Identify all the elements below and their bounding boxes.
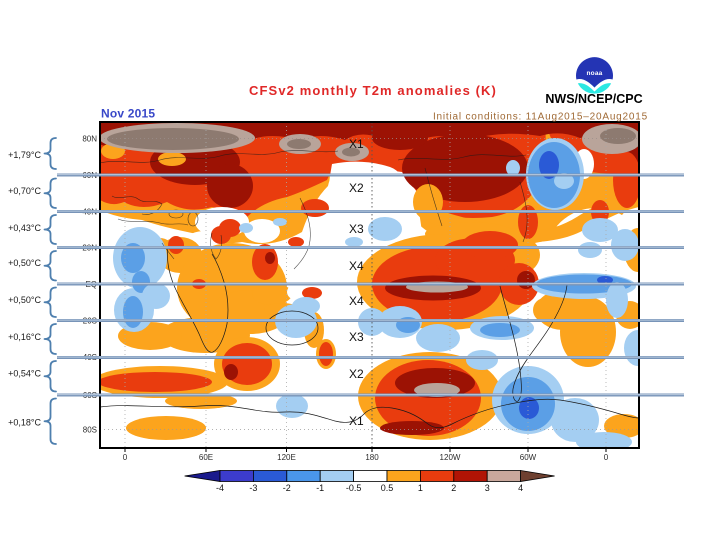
svg-text:+0,70°C: +0,70°C <box>8 186 41 196</box>
svg-text:0.5: 0.5 <box>381 483 394 493</box>
svg-text:-1: -1 <box>316 483 324 493</box>
svg-text:Initial conditions: 11Aug201: Initial conditions: 11Aug2015–20Aug2015 <box>433 112 648 123</box>
svg-text:+1,79°C: +1,79°C <box>8 150 41 160</box>
svg-text:-0.5: -0.5 <box>346 483 362 493</box>
svg-text:-4: -4 <box>216 483 224 493</box>
svg-text:60W: 60W <box>520 453 537 462</box>
svg-text:+0,18°C: +0,18°C <box>8 418 41 428</box>
svg-text:X3: X3 <box>349 330 364 344</box>
svg-text:0: 0 <box>604 453 609 462</box>
svg-text:2: 2 <box>451 483 456 493</box>
svg-text:120E: 120E <box>277 453 296 462</box>
svg-text:0: 0 <box>123 453 128 462</box>
svg-text:NWS/NCEP/CPC: NWS/NCEP/CPC <box>545 92 642 106</box>
svg-text:X2: X2 <box>349 181 364 195</box>
svg-text:X3: X3 <box>349 222 364 236</box>
svg-text:+0,16°C: +0,16°C <box>8 332 41 342</box>
svg-text:180: 180 <box>365 453 379 462</box>
svg-text:80S: 80S <box>83 426 97 435</box>
svg-text:+0,50°C: +0,50°C <box>8 258 41 268</box>
svg-text:+0,43°C: +0,43°C <box>8 223 41 233</box>
svg-text:Nov 2015: Nov 2015 <box>101 107 155 121</box>
svg-text:1: 1 <box>418 483 423 493</box>
svg-text:-3: -3 <box>249 483 257 493</box>
svg-text:3: 3 <box>485 483 490 493</box>
svg-text:4: 4 <box>518 483 523 493</box>
svg-text:120W: 120W <box>440 453 461 462</box>
svg-text:X4: X4 <box>349 294 364 308</box>
svg-text:+0,50°C: +0,50°C <box>8 295 41 305</box>
svg-text:X1: X1 <box>349 137 364 151</box>
svg-text:-2: -2 <box>283 483 291 493</box>
svg-text:X4: X4 <box>349 259 364 273</box>
svg-text:X1: X1 <box>349 414 364 428</box>
svg-text:noaa: noaa <box>587 70 603 77</box>
svg-text:X2: X2 <box>349 367 364 381</box>
svg-text:80N: 80N <box>82 135 97 144</box>
svg-text:60E: 60E <box>199 453 213 462</box>
svg-text:CFSv2 monthly T2m anomalies: CFSv2 monthly T2m anomalies (K) <box>249 83 497 98</box>
svg-text:+0,54°C: +0,54°C <box>8 369 41 379</box>
